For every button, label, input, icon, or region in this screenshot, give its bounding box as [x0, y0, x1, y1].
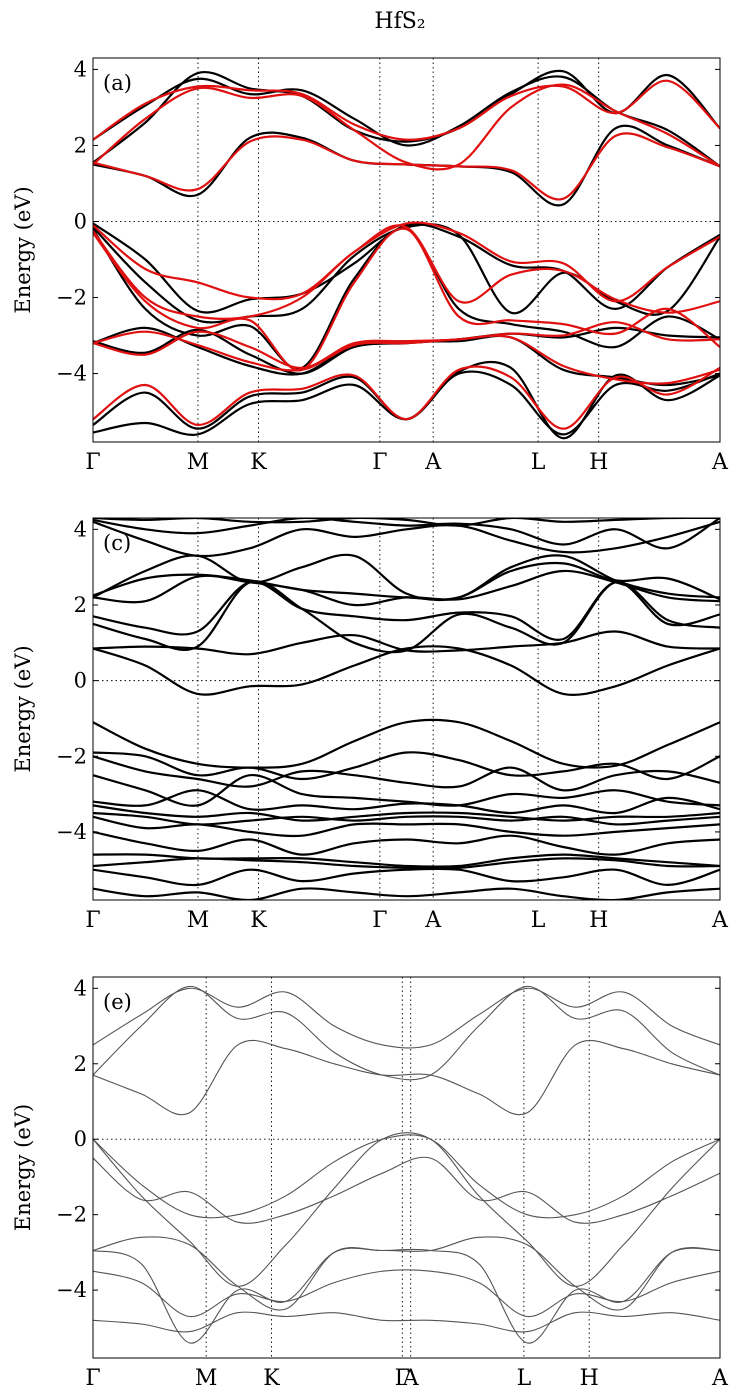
band-line: [93, 1134, 720, 1219]
kpoint-label: Γ: [372, 908, 387, 933]
kpoint-label: H: [589, 908, 608, 933]
plot-frame: [92, 57, 721, 443]
kpoint-label: A: [424, 908, 442, 933]
band-line: [93, 520, 720, 558]
band-line: [93, 985, 720, 1081]
band-line: [93, 755, 720, 792]
band-line: [93, 1311, 720, 1333]
band-line: [93, 1236, 720, 1311]
panel-0: 4 2 0 −2 −4 Γ M K Γ A L H A Energy (eV) (a): [11, 57, 729, 475]
band-line: [93, 580, 720, 654]
kpoint-label: Γ: [85, 450, 100, 475]
ytick-label: 2: [74, 1052, 87, 1076]
band-line: [93, 804, 720, 822]
kpoint-label: K: [263, 1366, 280, 1391]
y-axis-label: Energy (eV): [11, 1104, 35, 1231]
panel-label: (e): [103, 990, 132, 1014]
band-line: [93, 553, 720, 602]
band-line: [93, 321, 720, 370]
kpoint-label: M: [187, 908, 210, 933]
band-line: [93, 811, 720, 826]
band-line: [93, 330, 720, 385]
band-line: [93, 645, 720, 696]
kpoint-label: L: [531, 908, 546, 933]
band-line: [93, 518, 720, 527]
kpoint-label: M: [187, 450, 210, 475]
panel-label: (a): [103, 71, 132, 95]
kpoint-label: K: [250, 450, 267, 475]
ytick-label: 2: [74, 133, 87, 157]
figure-title: HfS₂: [374, 9, 425, 34]
kpoint-label: M: [195, 1366, 218, 1391]
kpoint-label: H: [580, 1366, 599, 1391]
ytick-label: 0: [74, 1127, 87, 1151]
y-axis-label: Energy (eV): [11, 645, 35, 772]
band-line: [93, 789, 720, 815]
plot-frame: [92, 517, 721, 901]
band-line: [93, 222, 720, 314]
ytick-label: −4: [56, 1278, 87, 1302]
band-line: [93, 857, 720, 870]
kpoint-label: L: [517, 1366, 532, 1391]
ytick-label: 4: [74, 517, 87, 541]
band-line: [93, 221, 720, 303]
band-line: [93, 987, 720, 1049]
ytick-label: 4: [74, 976, 87, 1000]
kpoint-label: L: [531, 450, 546, 475]
band-line: [93, 887, 720, 900]
plot-frame: [92, 976, 721, 1359]
ytick-label: 4: [74, 57, 87, 81]
band-line: [93, 223, 720, 324]
ytick-label: −4: [56, 820, 87, 844]
kpoint-label: A: [711, 908, 729, 933]
ytick-label: 0: [74, 669, 87, 693]
ytick-label: 2: [74, 593, 87, 617]
y-axis-label: Energy (eV): [11, 186, 35, 313]
band-line: [93, 718, 720, 769]
band-line: [93, 1247, 720, 1344]
band-line: [93, 227, 720, 372]
kpoint-label: Γ: [85, 908, 100, 933]
ytick-label: −2: [56, 744, 87, 768]
ytick-label: 0: [74, 209, 87, 233]
band-line: [93, 569, 720, 607]
band-line: [93, 360, 720, 440]
panel-label: (c): [103, 531, 131, 555]
band-line: [93, 867, 720, 887]
band-line: [93, 774, 720, 807]
kpoint-label: H: [589, 450, 608, 475]
band-line: [93, 365, 720, 430]
band-line: [93, 630, 720, 656]
band-line: [93, 751, 720, 781]
kpoint-label: A: [711, 450, 729, 475]
kpoint-label: A: [402, 1366, 420, 1391]
ytick-label: −2: [56, 1203, 87, 1227]
kpoint-label: K: [250, 908, 267, 933]
band-line: [93, 1132, 720, 1287]
panel-1: 4 2 0 −2 −4 Γ M K Γ A L H A Energy (eV) (c): [11, 517, 729, 933]
band-line: [93, 75, 720, 168]
kpoint-label: A: [424, 450, 442, 475]
band-line: [93, 132, 720, 201]
ytick-label: −2: [56, 286, 87, 310]
band-line: [93, 518, 720, 550]
kpoint-label: Γ: [395, 1366, 410, 1391]
kpoint-label: A: [711, 1366, 729, 1391]
kpoint-label: Γ: [372, 450, 387, 475]
band-line: [93, 224, 720, 320]
band-line: [93, 83, 720, 171]
band-line: [93, 830, 720, 856]
band-line: [93, 79, 720, 141]
band-line: [93, 580, 720, 641]
band-line: [93, 815, 720, 838]
band-line: [93, 1156, 720, 1224]
band-line: [93, 1039, 720, 1116]
ytick-label: −4: [56, 362, 87, 386]
kpoint-label: Γ: [85, 1366, 100, 1391]
band-line: [93, 1269, 720, 1318]
